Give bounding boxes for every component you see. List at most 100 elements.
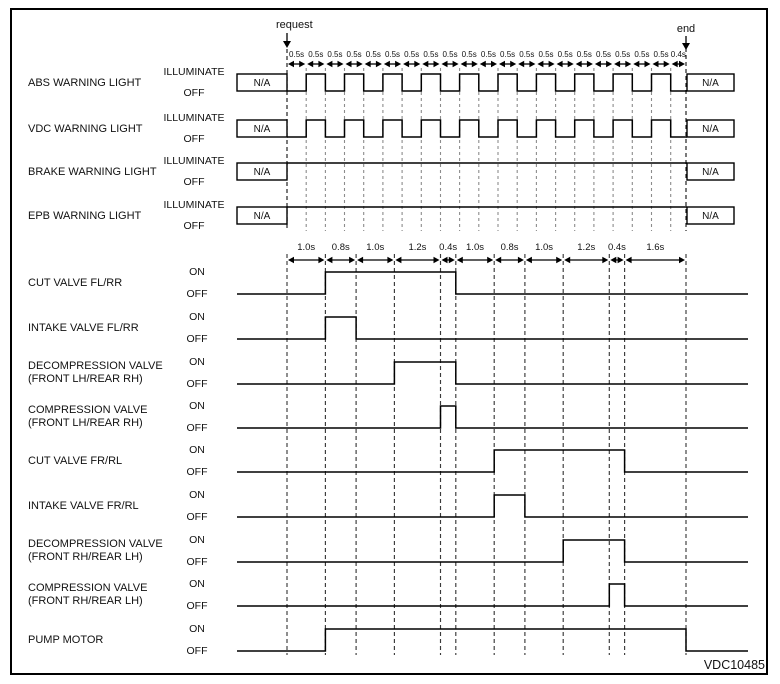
- segment-label: 0.8s: [332, 242, 350, 253]
- segment-label: 0.5s: [404, 50, 419, 59]
- na-box: [686, 206, 735, 225]
- arrowhead-icon: [288, 256, 294, 264]
- arrowhead-icon: [663, 60, 670, 68]
- arrowhead-icon: [456, 256, 463, 264]
- arrowhead-icon: [671, 60, 678, 68]
- segment-label: 0.5s: [500, 50, 515, 59]
- arrowhead-icon: [337, 60, 344, 68]
- arrowhead-icon: [487, 256, 494, 264]
- arrowhead-icon: [375, 60, 382, 68]
- arrowhead-icon: [288, 60, 294, 68]
- arrowhead-icon: [433, 256, 440, 264]
- arrowhead-icon: [606, 60, 613, 68]
- segment-label: 0.4s: [608, 242, 626, 253]
- arrowhead-icon: [395, 256, 402, 264]
- waveform-cut-valve-fr-rl: [237, 449, 748, 473]
- segment-label: 0.5s: [308, 50, 323, 59]
- waveform-intake-valve-fr-rl: [237, 494, 748, 518]
- na-label: N/A: [702, 211, 719, 222]
- arrowhead-icon: [517, 256, 524, 264]
- na-box: [236, 73, 288, 92]
- segment-label: 0.5s: [289, 50, 304, 59]
- diagram-border: [10, 8, 768, 675]
- arrowhead-icon: [307, 60, 314, 68]
- segment-label: 0.5s: [519, 50, 534, 59]
- arrowhead-icon: [495, 256, 502, 264]
- arrowhead-icon: [548, 60, 555, 68]
- request-marker-label: request: [276, 19, 313, 31]
- segment-label: 0.5s: [462, 50, 477, 59]
- arrowhead-icon: [349, 256, 356, 264]
- arrowhead-icon: [529, 60, 536, 68]
- segment-label: 0.4s: [439, 242, 457, 253]
- arrowhead-icon: [441, 256, 448, 264]
- arrowhead-icon: [383, 60, 390, 68]
- na-label: N/A: [702, 78, 719, 89]
- waveform-compression-valve-front-lh-rear-rh: [237, 405, 748, 429]
- na-box: [686, 119, 735, 138]
- segment-label: 0.5s: [538, 50, 553, 59]
- segment-label: 0.5s: [481, 50, 496, 59]
- arrowhead-icon: [556, 60, 563, 68]
- arrowhead-icon: [510, 60, 517, 68]
- figure-code: VDC10485: [703, 658, 765, 672]
- waveform-compression-valve-front-rh-rear-lh: [237, 583, 748, 607]
- waveform-cut-valve-fl-rr: [237, 271, 748, 295]
- segment-label: 0.5s: [327, 50, 342, 59]
- arrowhead-icon: [518, 60, 525, 68]
- segment-label: 0.5s: [423, 50, 438, 59]
- arrowhead-icon: [387, 256, 394, 264]
- arrowhead-icon: [460, 60, 467, 68]
- waveform-abs-warning-light: [287, 73, 687, 92]
- arrowhead-icon: [625, 60, 632, 68]
- end-arrow-icon: [682, 43, 690, 50]
- segment-label: 0.8s: [501, 242, 519, 253]
- na-label: N/A: [254, 78, 271, 89]
- arrowhead-icon: [403, 60, 410, 68]
- segment-label: 0.5s: [577, 50, 592, 59]
- na-label: N/A: [254, 167, 271, 178]
- arrowhead-icon: [537, 60, 544, 68]
- arrowhead-icon: [491, 60, 497, 68]
- arrowhead-icon: [326, 256, 333, 264]
- segment-label: 1.0s: [535, 242, 553, 253]
- arrowhead-icon: [395, 60, 402, 68]
- arrowhead-icon: [564, 256, 571, 264]
- arrowhead-icon: [556, 256, 563, 264]
- arrowhead-icon: [614, 60, 621, 68]
- arrowhead-icon: [586, 60, 593, 68]
- na-label: N/A: [254, 124, 271, 135]
- arrowhead-icon: [441, 60, 448, 68]
- arrowhead-icon: [414, 60, 421, 68]
- waveform-intake-valve-fl-rr: [237, 316, 748, 340]
- waveform-vdc-warning-light: [287, 119, 687, 138]
- arrowhead-icon: [364, 60, 371, 68]
- segment-label: 0.5s: [385, 50, 400, 59]
- arrowhead-icon: [471, 60, 478, 68]
- segment-label: 1.0s: [297, 242, 315, 253]
- arrowhead-icon: [452, 60, 459, 68]
- na-label: N/A: [254, 211, 271, 222]
- na-box: [236, 162, 288, 181]
- segment-label: 1.6s: [646, 242, 664, 253]
- na-box: [236, 119, 288, 138]
- arrowhead-icon: [326, 60, 333, 68]
- segment-label: 0.5s: [615, 50, 630, 59]
- arrowhead-icon: [633, 60, 640, 68]
- arrowhead-icon: [567, 60, 574, 68]
- segment-label: 1.2s: [577, 242, 595, 253]
- arrowhead-icon: [644, 60, 651, 68]
- arrowhead-icon: [433, 60, 440, 68]
- waveform-decompression-valve-front-rh-rear-lh: [237, 539, 748, 563]
- segment-label: 0.5s: [558, 50, 573, 59]
- arrowhead-icon: [575, 60, 582, 68]
- arrowhead-icon: [318, 256, 325, 264]
- segment-label: 0.5s: [442, 50, 457, 59]
- segment-label: 0.4s: [671, 50, 686, 59]
- segment-label: 1.2s: [408, 242, 426, 253]
- segment-label: 0.5s: [634, 50, 649, 59]
- segment-label: 0.5s: [596, 50, 611, 59]
- na-label: N/A: [702, 167, 719, 178]
